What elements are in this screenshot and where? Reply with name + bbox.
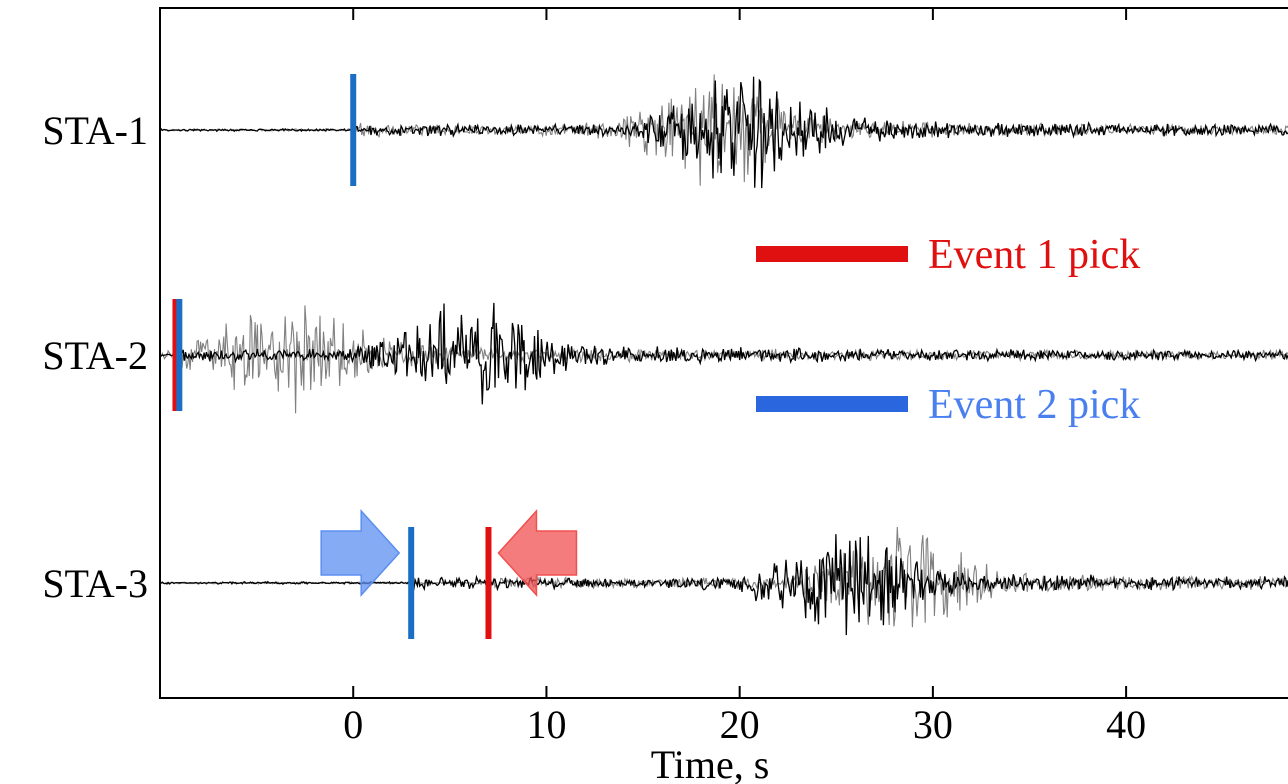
traces-layer (159, 74, 1288, 636)
x-tick-label: 40 (1106, 702, 1146, 747)
trace-sta-1-event-2 (159, 76, 1288, 189)
x-axis-ticks: 0 10 20 30 40 (343, 8, 1146, 747)
station-labels: STA-1 STA-2 STA-3 (42, 108, 148, 606)
pick-marker-sta-2 (176, 299, 183, 411)
arrow-left (497, 509, 578, 597)
picks-layer (172, 74, 492, 639)
station-label-sta-2: STA-2 (42, 333, 148, 378)
pick-marker-sta-1 (350, 74, 357, 186)
legend: Event 1 pick Event 2 pick (756, 232, 1140, 428)
trace-sta-3-event-2 (159, 534, 1288, 636)
station-label-sta-3: STA-3 (42, 561, 148, 606)
pick-marker-sta-2 (172, 299, 179, 411)
legend-label-1: Event 1 pick (928, 232, 1140, 278)
legend-swatch-2 (756, 396, 908, 412)
x-tick-label: 30 (913, 702, 953, 747)
station-label-sta-1: STA-1 (42, 108, 148, 153)
arrows-layer (320, 509, 578, 597)
x-tick-label: 20 (720, 702, 760, 747)
x-axis-label: Time, s (651, 742, 770, 784)
legend-label-2: Event 2 pick (928, 382, 1140, 428)
x-tick-label: 10 (526, 702, 566, 747)
arrow-right (320, 509, 401, 597)
trace-sta-2-event-1 (159, 305, 1288, 414)
trace-sta-2-event-2 (159, 302, 1288, 405)
x-tick-label: 0 (343, 702, 363, 747)
legend-swatch-1 (756, 246, 908, 262)
plot-frame (159, 7, 1288, 699)
pick-marker-sta-3 (485, 527, 492, 639)
pick-marker-sta-3 (408, 527, 415, 639)
